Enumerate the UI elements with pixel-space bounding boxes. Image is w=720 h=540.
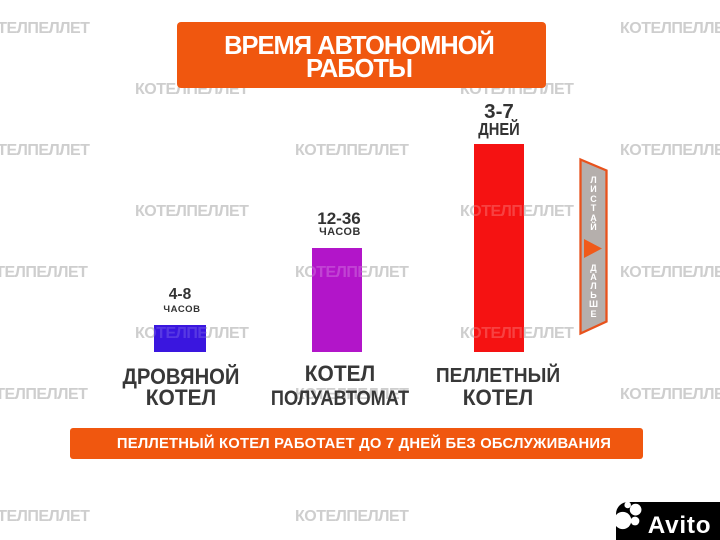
svg-text:Avito: Avito xyxy=(648,512,712,539)
